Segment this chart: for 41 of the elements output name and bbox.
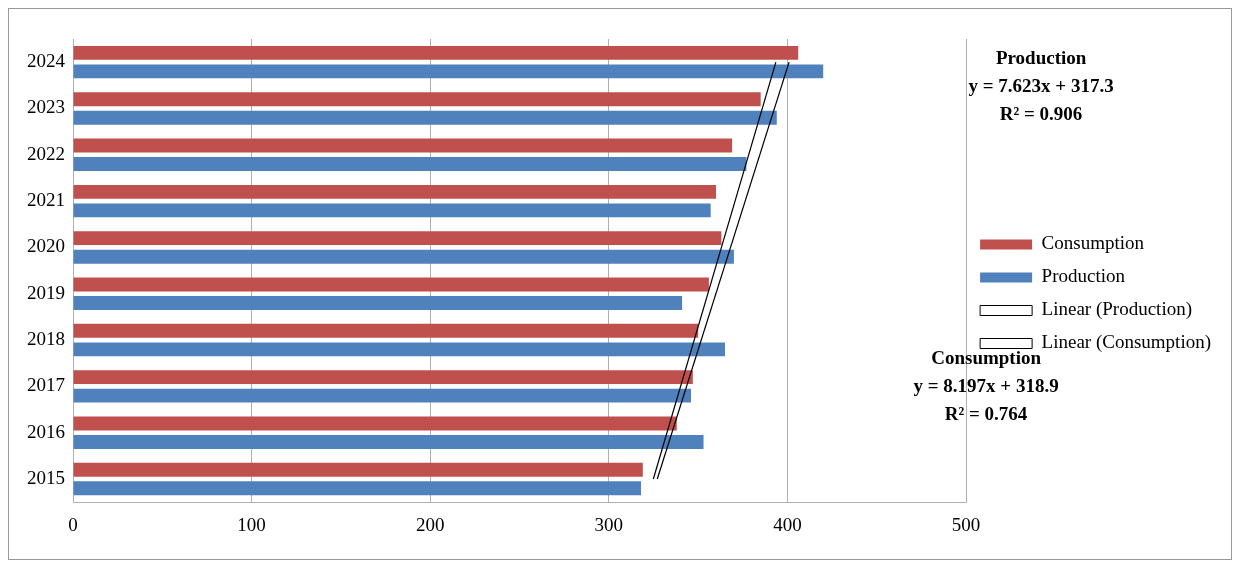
bar <box>73 157 747 172</box>
bar <box>73 203 711 218</box>
x-tick-label: 100 <box>237 513 266 535</box>
bar <box>73 45 799 60</box>
y-tick-label: 2023 <box>27 96 65 118</box>
legend-label: Linear (Production) <box>1041 298 1192 321</box>
x-tick-label: 500 <box>951 513 981 535</box>
bar <box>73 481 642 496</box>
y-tick-label: 2020 <box>27 235 65 257</box>
legend-label: Consumption <box>1041 232 1145 254</box>
bar <box>73 138 733 153</box>
legend-label: Linear (Consumption) <box>1041 331 1211 354</box>
bar <box>73 64 824 79</box>
y-tick-label: 2022 <box>27 142 65 164</box>
bar <box>73 435 704 449</box>
bar <box>73 249 734 264</box>
y-tick-label: 2024 <box>27 50 66 72</box>
x-tick-label: 300 <box>594 513 624 535</box>
y-tick-label: 2018 <box>27 328 65 350</box>
bar <box>73 184 717 199</box>
bar <box>73 416 677 431</box>
bar <box>73 370 693 385</box>
text: Production y = 7.623x + 317.3 R² = 0.906 <box>968 46 1114 124</box>
bar <box>73 462 643 477</box>
bar <box>73 388 692 403</box>
y-tick-label: 2017 <box>27 374 65 396</box>
bar <box>73 277 709 292</box>
legend-label: Production <box>1041 265 1126 287</box>
y-tick-label: 2021 <box>27 189 65 211</box>
y-tick-label: 2015 <box>27 467 65 489</box>
bar <box>73 296 683 310</box>
x-tick-label: 400 <box>773 513 802 535</box>
y-tick-label: 2019 <box>27 281 65 303</box>
x-tick-label: 0 <box>68 513 78 535</box>
bar <box>73 342 725 357</box>
bar <box>73 92 761 107</box>
x-tick-label: 200 <box>416 513 445 535</box>
bar <box>73 231 722 246</box>
bar <box>73 110 777 125</box>
bar <box>73 323 699 338</box>
y-tick-label: 2016 <box>27 420 65 442</box>
